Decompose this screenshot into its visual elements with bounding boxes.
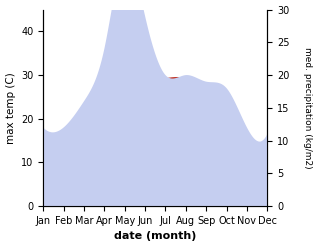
X-axis label: date (month): date (month) bbox=[114, 231, 197, 242]
Y-axis label: med. precipitation (kg/m2): med. precipitation (kg/m2) bbox=[303, 47, 313, 169]
Y-axis label: max temp (C): max temp (C) bbox=[5, 72, 16, 144]
